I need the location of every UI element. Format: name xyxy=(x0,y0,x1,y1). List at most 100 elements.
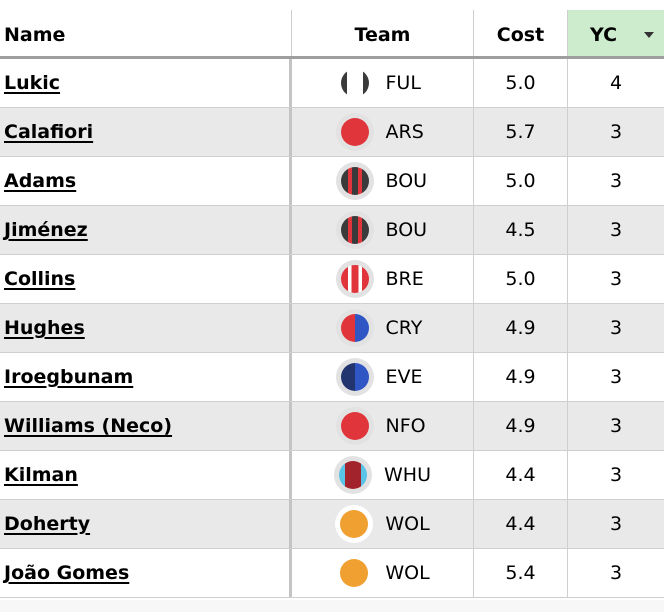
crystal-palace-kit-icon xyxy=(340,314,369,342)
team-kit-badge xyxy=(335,162,374,200)
cost-value: 5.0 xyxy=(505,268,536,290)
west-ham-kit-icon xyxy=(339,461,367,489)
name-cell: Collins xyxy=(0,255,292,303)
yellow-cards-value: 4 xyxy=(609,72,623,94)
player-name-link[interactable]: Doherty xyxy=(4,513,91,535)
player-name-link[interactable]: Collins xyxy=(4,268,76,290)
table-row: Hughes CRY 4.9 3 xyxy=(0,304,664,353)
yc-cell: 3 xyxy=(568,206,664,254)
team-abbreviation: FUL xyxy=(385,72,421,94)
yc-cell: 4 xyxy=(568,59,664,107)
team-abbreviation: ARS xyxy=(385,121,424,143)
cost-cell: 4.9 xyxy=(474,353,568,401)
cost-cell: 4.9 xyxy=(474,402,568,450)
name-cell: Iroegbunam xyxy=(0,353,292,401)
player-name-link[interactable]: Williams (Neco) xyxy=(4,415,173,437)
team-abbreviation: CRY xyxy=(385,317,423,339)
player-name-link[interactable]: Kilman xyxy=(4,464,78,486)
team-kit-badge xyxy=(335,505,374,543)
table-row: Calafiori ARS 5.7 3 xyxy=(0,108,664,157)
arsenal-kit-icon xyxy=(340,118,369,146)
footer-strip xyxy=(0,600,664,612)
wolves-kit-icon xyxy=(340,510,369,538)
player-name-link[interactable]: João Gomes xyxy=(4,562,130,584)
cost-cell: 4.9 xyxy=(474,304,568,352)
yc-cell: 3 xyxy=(568,304,664,352)
yellow-cards-value: 3 xyxy=(609,513,623,535)
yellow-cards-value: 3 xyxy=(609,415,623,437)
cost-cell: 5.4 xyxy=(474,549,568,597)
team-abbreviation: WHU xyxy=(384,464,431,486)
team-kit-badge xyxy=(335,113,374,151)
table-row: Adams BOU 5.0 3 xyxy=(0,157,664,206)
player-name-link[interactable]: Lukic xyxy=(4,72,61,94)
cost-cell: 4.4 xyxy=(474,451,568,499)
name-cell: João Gomes xyxy=(0,549,292,597)
column-label: Name xyxy=(4,24,66,46)
team-kit-badge xyxy=(335,407,374,445)
brentford-kit-icon xyxy=(340,265,369,293)
team-cell: FUL xyxy=(292,59,474,107)
nottingham-forest-kit-icon xyxy=(340,412,369,440)
team-cell: BRE xyxy=(292,255,474,303)
team-kit-badge xyxy=(335,358,374,396)
player-name-link[interactable]: Jiménez xyxy=(4,219,88,241)
yellow-cards-value: 3 xyxy=(609,219,623,241)
team-cell: EVE xyxy=(292,353,474,401)
column-header-yc[interactable]: YC xyxy=(568,10,664,56)
bournemouth-kit-icon xyxy=(340,167,369,195)
yc-cell: 3 xyxy=(568,451,664,499)
player-name-link[interactable]: Calafiori xyxy=(4,121,94,143)
team-kit-badge xyxy=(334,456,372,494)
cost-value: 4.5 xyxy=(505,219,536,241)
column-label: YC xyxy=(590,24,618,46)
name-cell: Kilman xyxy=(0,451,292,499)
yc-cell: 3 xyxy=(568,500,664,548)
table-row: João Gomes WOL 5.4 3 xyxy=(0,549,664,598)
fulham-kit-icon xyxy=(340,69,369,97)
yellow-cards-value: 3 xyxy=(609,170,623,192)
team-kit-badge xyxy=(335,260,374,298)
table-row: Doherty WOL 4.4 3 xyxy=(0,500,664,549)
cost-value: 4.9 xyxy=(505,366,536,388)
name-cell: Lukic xyxy=(0,59,292,107)
column-header-cost[interactable]: Cost xyxy=(474,10,568,56)
yellow-cards-value: 3 xyxy=(609,366,623,388)
player-name-link[interactable]: Hughes xyxy=(4,317,85,339)
cost-value: 4.4 xyxy=(505,464,536,486)
column-header-name[interactable]: Name xyxy=(0,10,292,56)
team-kit-badge xyxy=(335,309,374,347)
yc-cell: 3 xyxy=(568,549,664,597)
yellow-cards-value: 3 xyxy=(609,317,623,339)
team-abbreviation: BRE xyxy=(385,268,424,290)
cost-value: 5.0 xyxy=(505,72,536,94)
name-cell: Doherty xyxy=(0,500,292,548)
table-header: Name Team Cost YC xyxy=(0,10,664,59)
team-cell: WOL xyxy=(292,549,474,597)
cost-cell: 5.0 xyxy=(474,255,568,303)
name-cell: Williams (Neco) xyxy=(0,402,292,450)
team-kit-badge xyxy=(336,64,374,102)
cost-value: 5.7 xyxy=(505,121,536,143)
yc-cell: 3 xyxy=(568,157,664,205)
player-name-link[interactable]: Adams xyxy=(4,170,77,192)
cost-cell: 4.4 xyxy=(474,500,568,548)
table-row: Williams (Neco) NFO 4.9 3 xyxy=(0,402,664,451)
team-cell: WOL xyxy=(292,500,474,548)
name-cell: Hughes xyxy=(0,304,292,352)
yellow-cards-value: 3 xyxy=(609,121,623,143)
column-header-team[interactable]: Team xyxy=(292,10,474,56)
team-cell: CRY xyxy=(292,304,474,352)
yellow-cards-value: 3 xyxy=(609,562,623,584)
bournemouth-kit-icon xyxy=(340,216,369,244)
player-name-link[interactable]: Iroegbunam xyxy=(4,366,134,388)
team-abbreviation: BOU xyxy=(385,170,428,192)
yc-cell: 3 xyxy=(568,255,664,303)
name-cell: Calafiori xyxy=(0,108,292,156)
name-cell: Adams xyxy=(0,157,292,205)
team-abbreviation: BOU xyxy=(385,219,428,241)
name-cell: Jiménez xyxy=(0,206,292,254)
cost-value: 4.9 xyxy=(505,317,536,339)
table-row: Iroegbunam EVE 4.9 3 xyxy=(0,353,664,402)
sort-descending-icon[interactable] xyxy=(644,32,654,38)
